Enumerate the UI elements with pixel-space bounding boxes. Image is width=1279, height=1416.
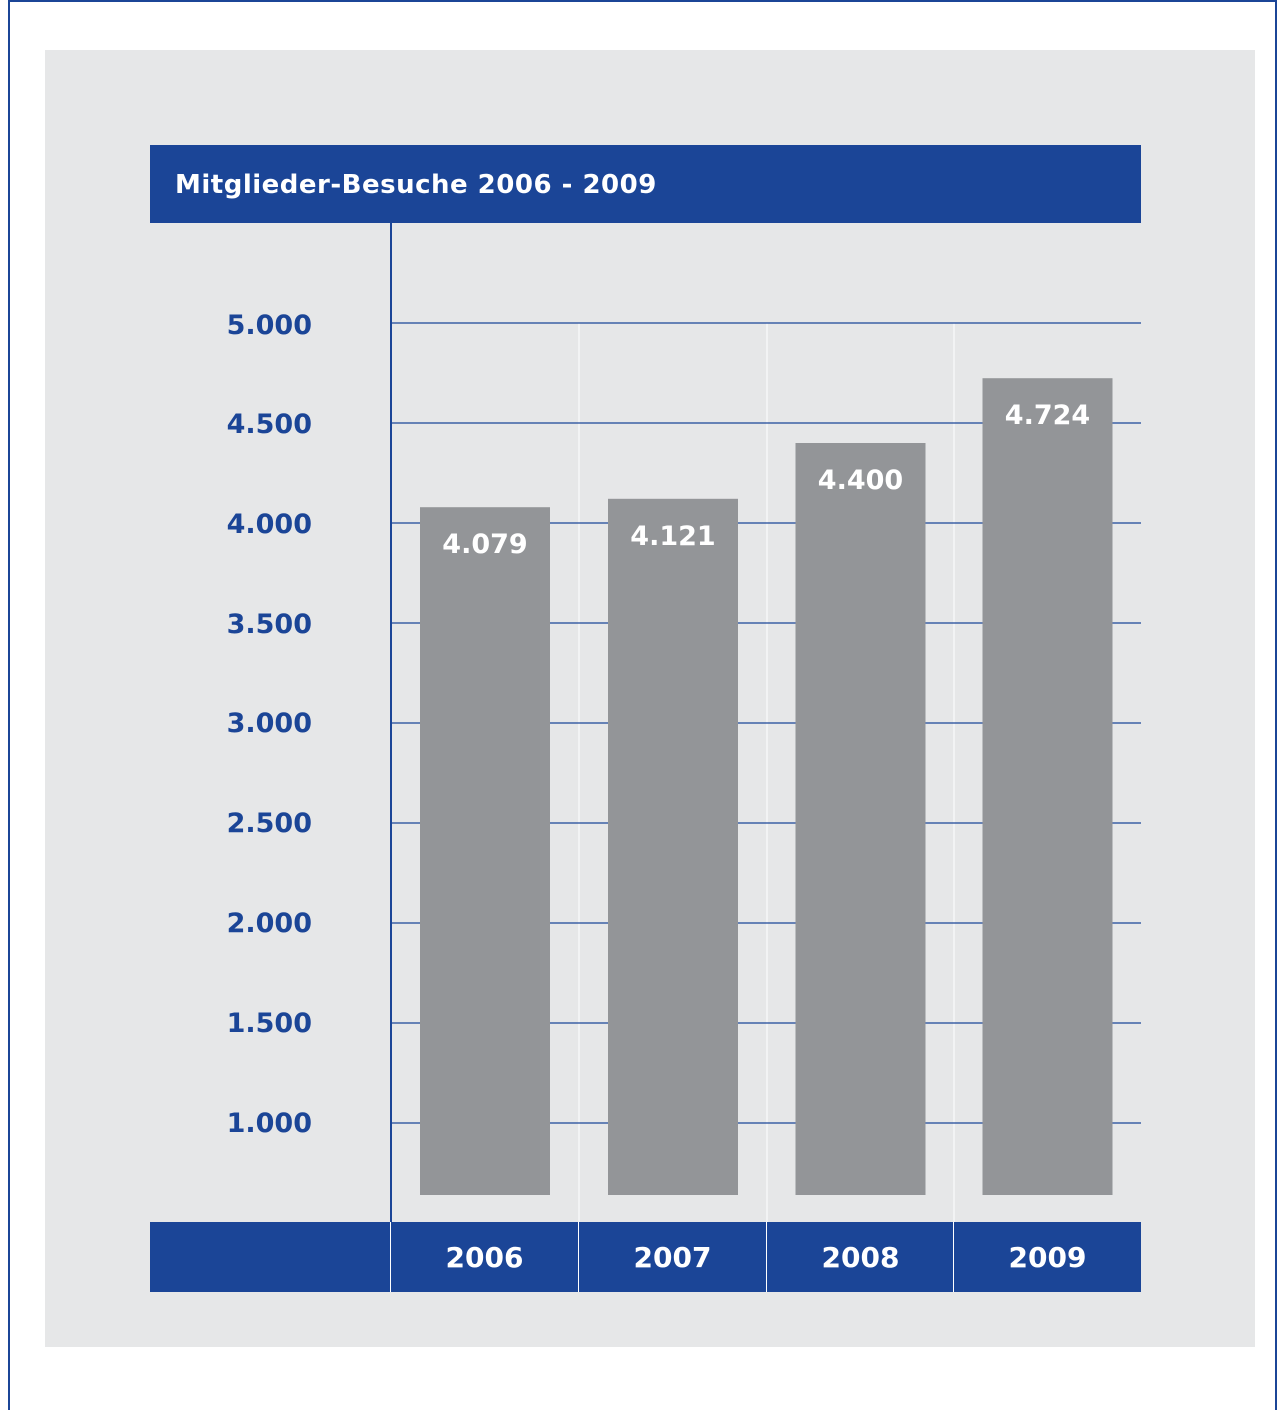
bar-value-label: 4.400 <box>818 465 903 496</box>
x-axis-separator <box>578 1222 579 1292</box>
chart-title-bar: Mitglieder-Besuche 2006 - 2009 <box>150 145 1141 223</box>
x-tick-label: 2009 <box>1008 1241 1087 1274</box>
y-tick-label: 5.000 <box>226 310 312 341</box>
y-tick-label: 3.500 <box>226 609 312 640</box>
y-tick-label: 4.500 <box>226 409 312 440</box>
x-axis-separator <box>766 1222 767 1292</box>
y-tick-label: 4.000 <box>226 509 312 540</box>
y-tick-label: 2.000 <box>226 908 312 939</box>
x-tick-label: 2008 <box>821 1241 900 1274</box>
x-axis-bar: 2006 2007 2008 2009 <box>150 1222 1141 1292</box>
x-axis-separator <box>390 1222 391 1292</box>
chart-title: Mitglieder-Besuche 2006 - 2009 <box>175 170 657 200</box>
bar-value-label: 4.079 <box>442 529 527 560</box>
bar-value-label: 4.121 <box>630 521 715 552</box>
outer-frame <box>8 0 1277 1410</box>
bar-value-label: 4.724 <box>1005 400 1090 431</box>
bar <box>982 378 1113 1195</box>
y-tick-label: 2.500 <box>226 808 312 839</box>
y-tick-label: 1.000 <box>226 1108 312 1139</box>
x-axis-separator <box>953 1222 954 1292</box>
x-tick-label: 2006 <box>445 1241 524 1274</box>
bar <box>608 498 738 1195</box>
x-tick-label: 2007 <box>633 1241 712 1274</box>
bar <box>795 443 926 1195</box>
bar <box>420 507 550 1195</box>
y-tick-label: 3.000 <box>226 708 312 739</box>
y-tick-label: 1.500 <box>226 1008 312 1039</box>
